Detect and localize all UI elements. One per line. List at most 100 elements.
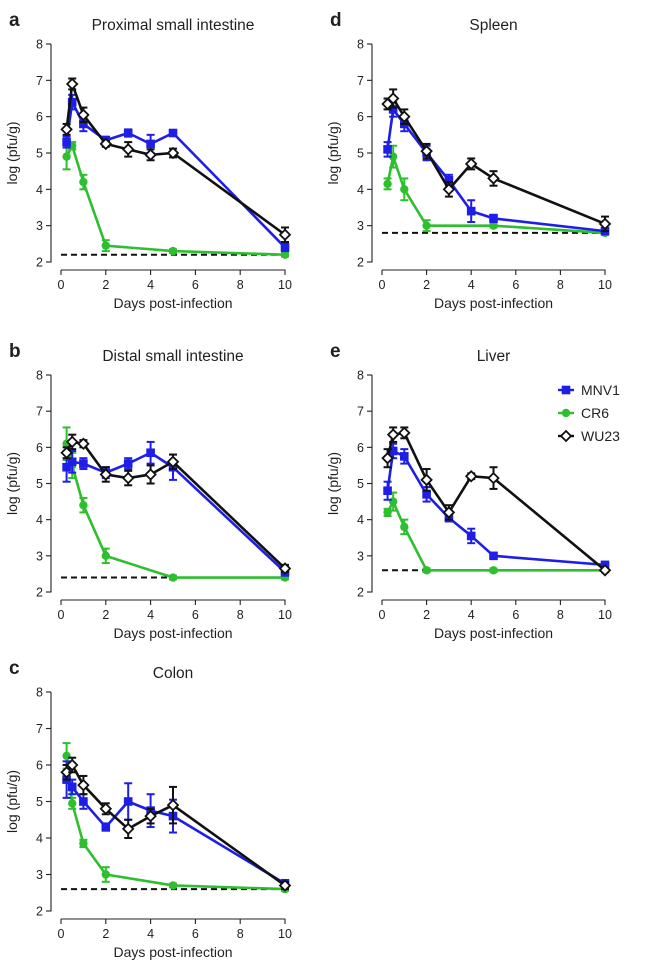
data-point (67, 782, 77, 792)
data-point (123, 128, 133, 138)
data-point (101, 870, 111, 879)
series-line (386, 431, 606, 572)
y-tick-label: 8 (36, 369, 43, 383)
panel-title: Proximal small intestine (92, 17, 255, 34)
y-tick-label: 4 (357, 183, 364, 197)
x-tick-label: 2 (423, 608, 430, 622)
x-tick-label: 10 (598, 608, 612, 622)
y-tick-label: 7 (36, 722, 43, 736)
panel-e: e Liver 2 3 4 5 6 7 8 0 2 4 6 8 10 Days post-infection l… (325, 341, 612, 641)
data-point (123, 797, 133, 806)
y-tick-label: 5 (36, 477, 43, 491)
data-point (422, 490, 431, 499)
data-point (121, 143, 135, 156)
y-tick-label: 4 (36, 832, 43, 846)
series-mnv1 (383, 101, 610, 236)
data-point (489, 551, 498, 561)
y-tick-label: 6 (357, 441, 364, 455)
data-point (398, 426, 411, 440)
y-tick-label: 8 (36, 38, 43, 52)
data-point (422, 221, 431, 230)
series-wu23 (381, 88, 612, 233)
x-tick-label: 0 (379, 278, 386, 292)
data-point (400, 185, 409, 194)
data-point (381, 451, 394, 465)
data-point (77, 437, 90, 450)
x-tick-label: 2 (102, 927, 109, 941)
series-line (386, 97, 606, 226)
data-point (166, 146, 180, 160)
data-point (144, 809, 157, 823)
y-axis-title: log (pfu/g) (325, 121, 341, 184)
data-point (168, 246, 178, 256)
data-point (383, 508, 392, 517)
x-tick-label: 6 (192, 278, 199, 292)
series-cr6 (383, 491, 610, 575)
y-tick-label: 7 (357, 74, 364, 88)
data-point (65, 758, 79, 772)
series-cr6 (62, 141, 290, 259)
y-tick-label: 7 (36, 74, 43, 88)
data-point (398, 110, 411, 123)
legend-label: MNV1 (581, 382, 620, 398)
data-point (146, 448, 155, 458)
data-point (62, 462, 71, 472)
legend-label: WU23 (581, 428, 620, 444)
data-point (123, 459, 133, 468)
series-wu23 (60, 433, 292, 575)
y-tick-label: 5 (36, 147, 43, 161)
x-tick-label: 8 (237, 927, 244, 941)
data-point (444, 175, 454, 185)
x-tick-label: 4 (147, 608, 154, 622)
data-point (388, 446, 398, 456)
y-axis-title: log (pfu/g) (4, 452, 20, 515)
series-wu23 (381, 426, 612, 577)
data-point (99, 137, 113, 151)
data-point (99, 802, 113, 816)
y-tick-label: 2 (36, 586, 43, 600)
legend-marker (561, 385, 571, 395)
y-axis-title: log (pfu/g) (4, 770, 20, 833)
y-tick-label: 4 (36, 183, 43, 197)
x-tick-label: 8 (237, 278, 244, 292)
data-point (166, 798, 180, 812)
data-point (598, 217, 612, 231)
data-point (168, 573, 178, 582)
panel-title: Liver (477, 348, 511, 365)
panel-letter: a (9, 10, 20, 31)
data-point (278, 228, 292, 242)
legend-marker (561, 408, 571, 418)
data-point (280, 250, 290, 259)
y-tick-label: 2 (36, 256, 43, 270)
x-axis-title: Days post-infection (434, 295, 553, 311)
data-point (144, 468, 157, 481)
data-point (383, 145, 392, 154)
x-tick-label: 6 (512, 608, 519, 622)
x-tick-label: 4 (468, 608, 475, 622)
panel-title: Distal small intestine (102, 348, 243, 365)
data-point (489, 214, 498, 223)
x-tick-label: 8 (557, 278, 564, 292)
x-axis-title: Days post-infection (113, 625, 232, 641)
data-point (121, 822, 135, 836)
y-tick-label: 2 (357, 586, 364, 600)
data-point (77, 778, 90, 792)
data-point (489, 566, 498, 575)
data-point (388, 497, 398, 506)
legend: MNV1 CR6 WU23 (558, 382, 620, 444)
panel-title: Spleen (469, 17, 517, 34)
x-tick-label: 8 (237, 608, 244, 622)
data-point (442, 183, 456, 196)
data-point (144, 148, 157, 162)
data-point (67, 97, 77, 107)
y-tick-label: 6 (36, 759, 43, 773)
data-point (79, 119, 88, 129)
panel-a: a Proximal small intestine 2 3 4 5 6 7 8 0 2 4 6 8 10 D… (4, 10, 292, 311)
data-point (598, 564, 612, 577)
data-point (168, 128, 178, 138)
series-wu23 (60, 756, 292, 892)
y-tick-label: 5 (357, 477, 364, 491)
x-tick-label: 6 (192, 608, 199, 622)
data-point (420, 473, 433, 487)
